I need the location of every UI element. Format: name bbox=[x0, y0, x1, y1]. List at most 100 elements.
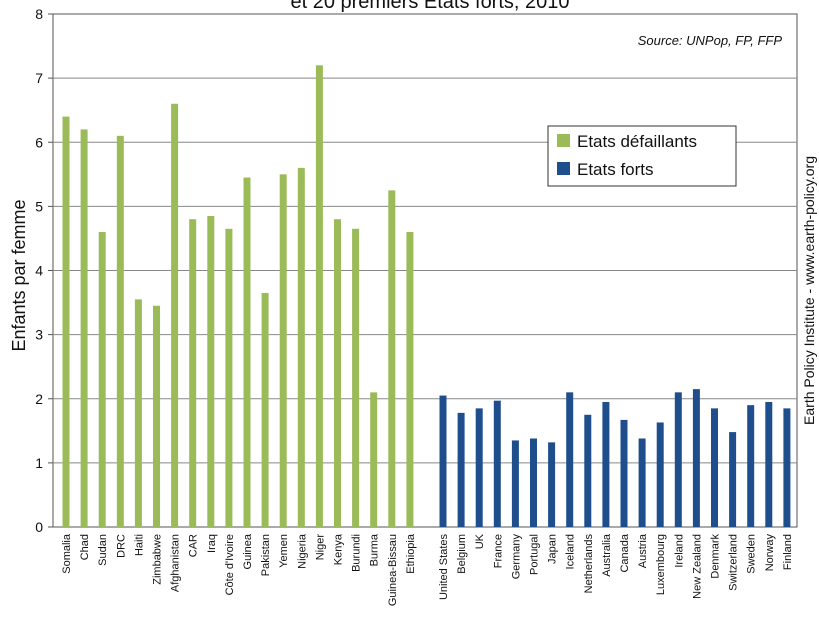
x-category-label: CAR bbox=[188, 534, 200, 557]
bar bbox=[134, 299, 142, 527]
x-category-label: Denmark bbox=[710, 534, 722, 579]
bar bbox=[765, 401, 773, 527]
bar bbox=[511, 440, 519, 527]
bar bbox=[475, 408, 483, 527]
x-category-label: Chad bbox=[79, 534, 91, 560]
x-category-label: Canada bbox=[619, 533, 631, 572]
legend-box bbox=[547, 125, 737, 187]
x-category-label: DRC bbox=[115, 534, 127, 558]
y-axis-ticks: 0 1 2 3 4 5 6 7 8 bbox=[35, 6, 53, 535]
bar bbox=[729, 432, 737, 527]
x-category-label: Switzerland bbox=[728, 534, 740, 591]
legend: Etats défaillants Etats forts bbox=[547, 125, 737, 187]
x-category-label: Portugal bbox=[529, 534, 541, 575]
bar bbox=[406, 232, 414, 527]
bar bbox=[656, 422, 664, 527]
bar bbox=[225, 228, 233, 527]
x-category-label: Austria bbox=[637, 533, 649, 568]
bar bbox=[98, 232, 106, 527]
bar bbox=[189, 219, 197, 527]
y-tick-label: 0 bbox=[35, 519, 43, 535]
bar bbox=[548, 442, 556, 527]
x-category-label: Somalia bbox=[61, 533, 73, 574]
x-category-label: Nigeria bbox=[296, 533, 308, 569]
x-category-label: Zimbabwe bbox=[152, 534, 164, 585]
legend-swatch-failed bbox=[557, 134, 570, 147]
bars-group bbox=[62, 65, 791, 528]
x-category-label: Netherlands bbox=[583, 534, 595, 594]
legend-label-strong: Etats forts bbox=[577, 160, 654, 179]
credit-text: Earth Policy Institute - www.earth-polic… bbox=[801, 156, 817, 425]
bar bbox=[692, 389, 700, 527]
y-tick-label: 3 bbox=[35, 327, 43, 343]
x-category-label: Ethiopia bbox=[405, 533, 417, 574]
bar bbox=[297, 167, 305, 527]
x-category-label: Sweden bbox=[746, 534, 758, 574]
x-category-label: Belgium bbox=[456, 534, 468, 574]
bar bbox=[315, 65, 323, 528]
x-category-label: Guinea bbox=[242, 533, 254, 569]
bar bbox=[334, 219, 341, 527]
bar bbox=[620, 419, 628, 527]
bar bbox=[530, 438, 537, 527]
bar bbox=[370, 392, 378, 527]
legend-label-failed: Etats défaillants bbox=[577, 132, 697, 151]
bar bbox=[674, 392, 682, 527]
y-tick-label: 1 bbox=[35, 455, 43, 471]
bar bbox=[80, 129, 88, 528]
x-category-label: Iceland bbox=[565, 534, 577, 569]
bar bbox=[171, 103, 179, 528]
x-category-label: Japan bbox=[547, 534, 559, 564]
x-category-label: Guinea-Bissau bbox=[387, 534, 399, 606]
bar bbox=[116, 135, 124, 527]
y-tick-label: 6 bbox=[35, 134, 43, 150]
x-category-label: Finland bbox=[782, 534, 794, 570]
x-category-label: Haiti bbox=[133, 534, 145, 556]
bar bbox=[566, 392, 574, 527]
bar bbox=[493, 400, 501, 527]
x-category-label: Ireland bbox=[673, 534, 685, 568]
y-tick-label: 5 bbox=[35, 198, 43, 214]
x-category-label: Pakistan bbox=[260, 534, 272, 576]
bar bbox=[279, 174, 287, 527]
x-category-label: Niger bbox=[314, 534, 326, 561]
x-category-label: Germany bbox=[510, 534, 522, 580]
bar bbox=[352, 228, 360, 527]
y-tick-label: 8 bbox=[35, 6, 43, 22]
bar bbox=[62, 116, 70, 527]
x-category-label: Côte d'Ivoire bbox=[224, 534, 236, 595]
bar bbox=[638, 438, 646, 527]
x-category-label: Australia bbox=[601, 533, 613, 577]
bar bbox=[243, 177, 251, 528]
y-tick-label: 2 bbox=[35, 391, 43, 407]
x-category-label: Kenya bbox=[333, 533, 345, 565]
x-category-label: Iraq bbox=[206, 534, 218, 553]
bar bbox=[602, 401, 610, 527]
y-axis-label: Enfants par femme bbox=[9, 199, 29, 351]
y-tick-label: 4 bbox=[35, 263, 43, 279]
x-category-label: Burma bbox=[369, 533, 381, 566]
bar bbox=[207, 215, 215, 527]
chart-title: et 20 premiers Etats forts, 2010 bbox=[290, 0, 569, 13]
x-category-label: United States bbox=[438, 534, 450, 601]
y-tick-label: 7 bbox=[35, 70, 43, 86]
bar bbox=[439, 395, 447, 527]
x-category-label: Sudan bbox=[97, 534, 109, 566]
legend-swatch-strong bbox=[557, 162, 570, 175]
bar bbox=[747, 405, 755, 527]
x-category-label: Norway bbox=[764, 534, 776, 572]
x-category-label: New Zealand bbox=[691, 534, 703, 599]
x-category-label: Burundi bbox=[351, 534, 363, 572]
bar bbox=[153, 305, 160, 527]
source-note: Source: UNPop, FP, FFP bbox=[638, 33, 783, 48]
bar bbox=[783, 408, 791, 527]
bar bbox=[261, 292, 269, 527]
bar bbox=[584, 414, 592, 527]
x-category-label: Yemen bbox=[278, 534, 290, 568]
x-category-label: UK bbox=[474, 533, 486, 549]
x-category-label: Afghanistan bbox=[170, 534, 182, 592]
x-category-label: France bbox=[492, 534, 504, 568]
x-category-label: Luxembourg bbox=[655, 534, 667, 595]
x-axis-labels: Somalia Chad Sudan DRC Haiti Zimbabwe Afghanis… bbox=[61, 533, 794, 606]
